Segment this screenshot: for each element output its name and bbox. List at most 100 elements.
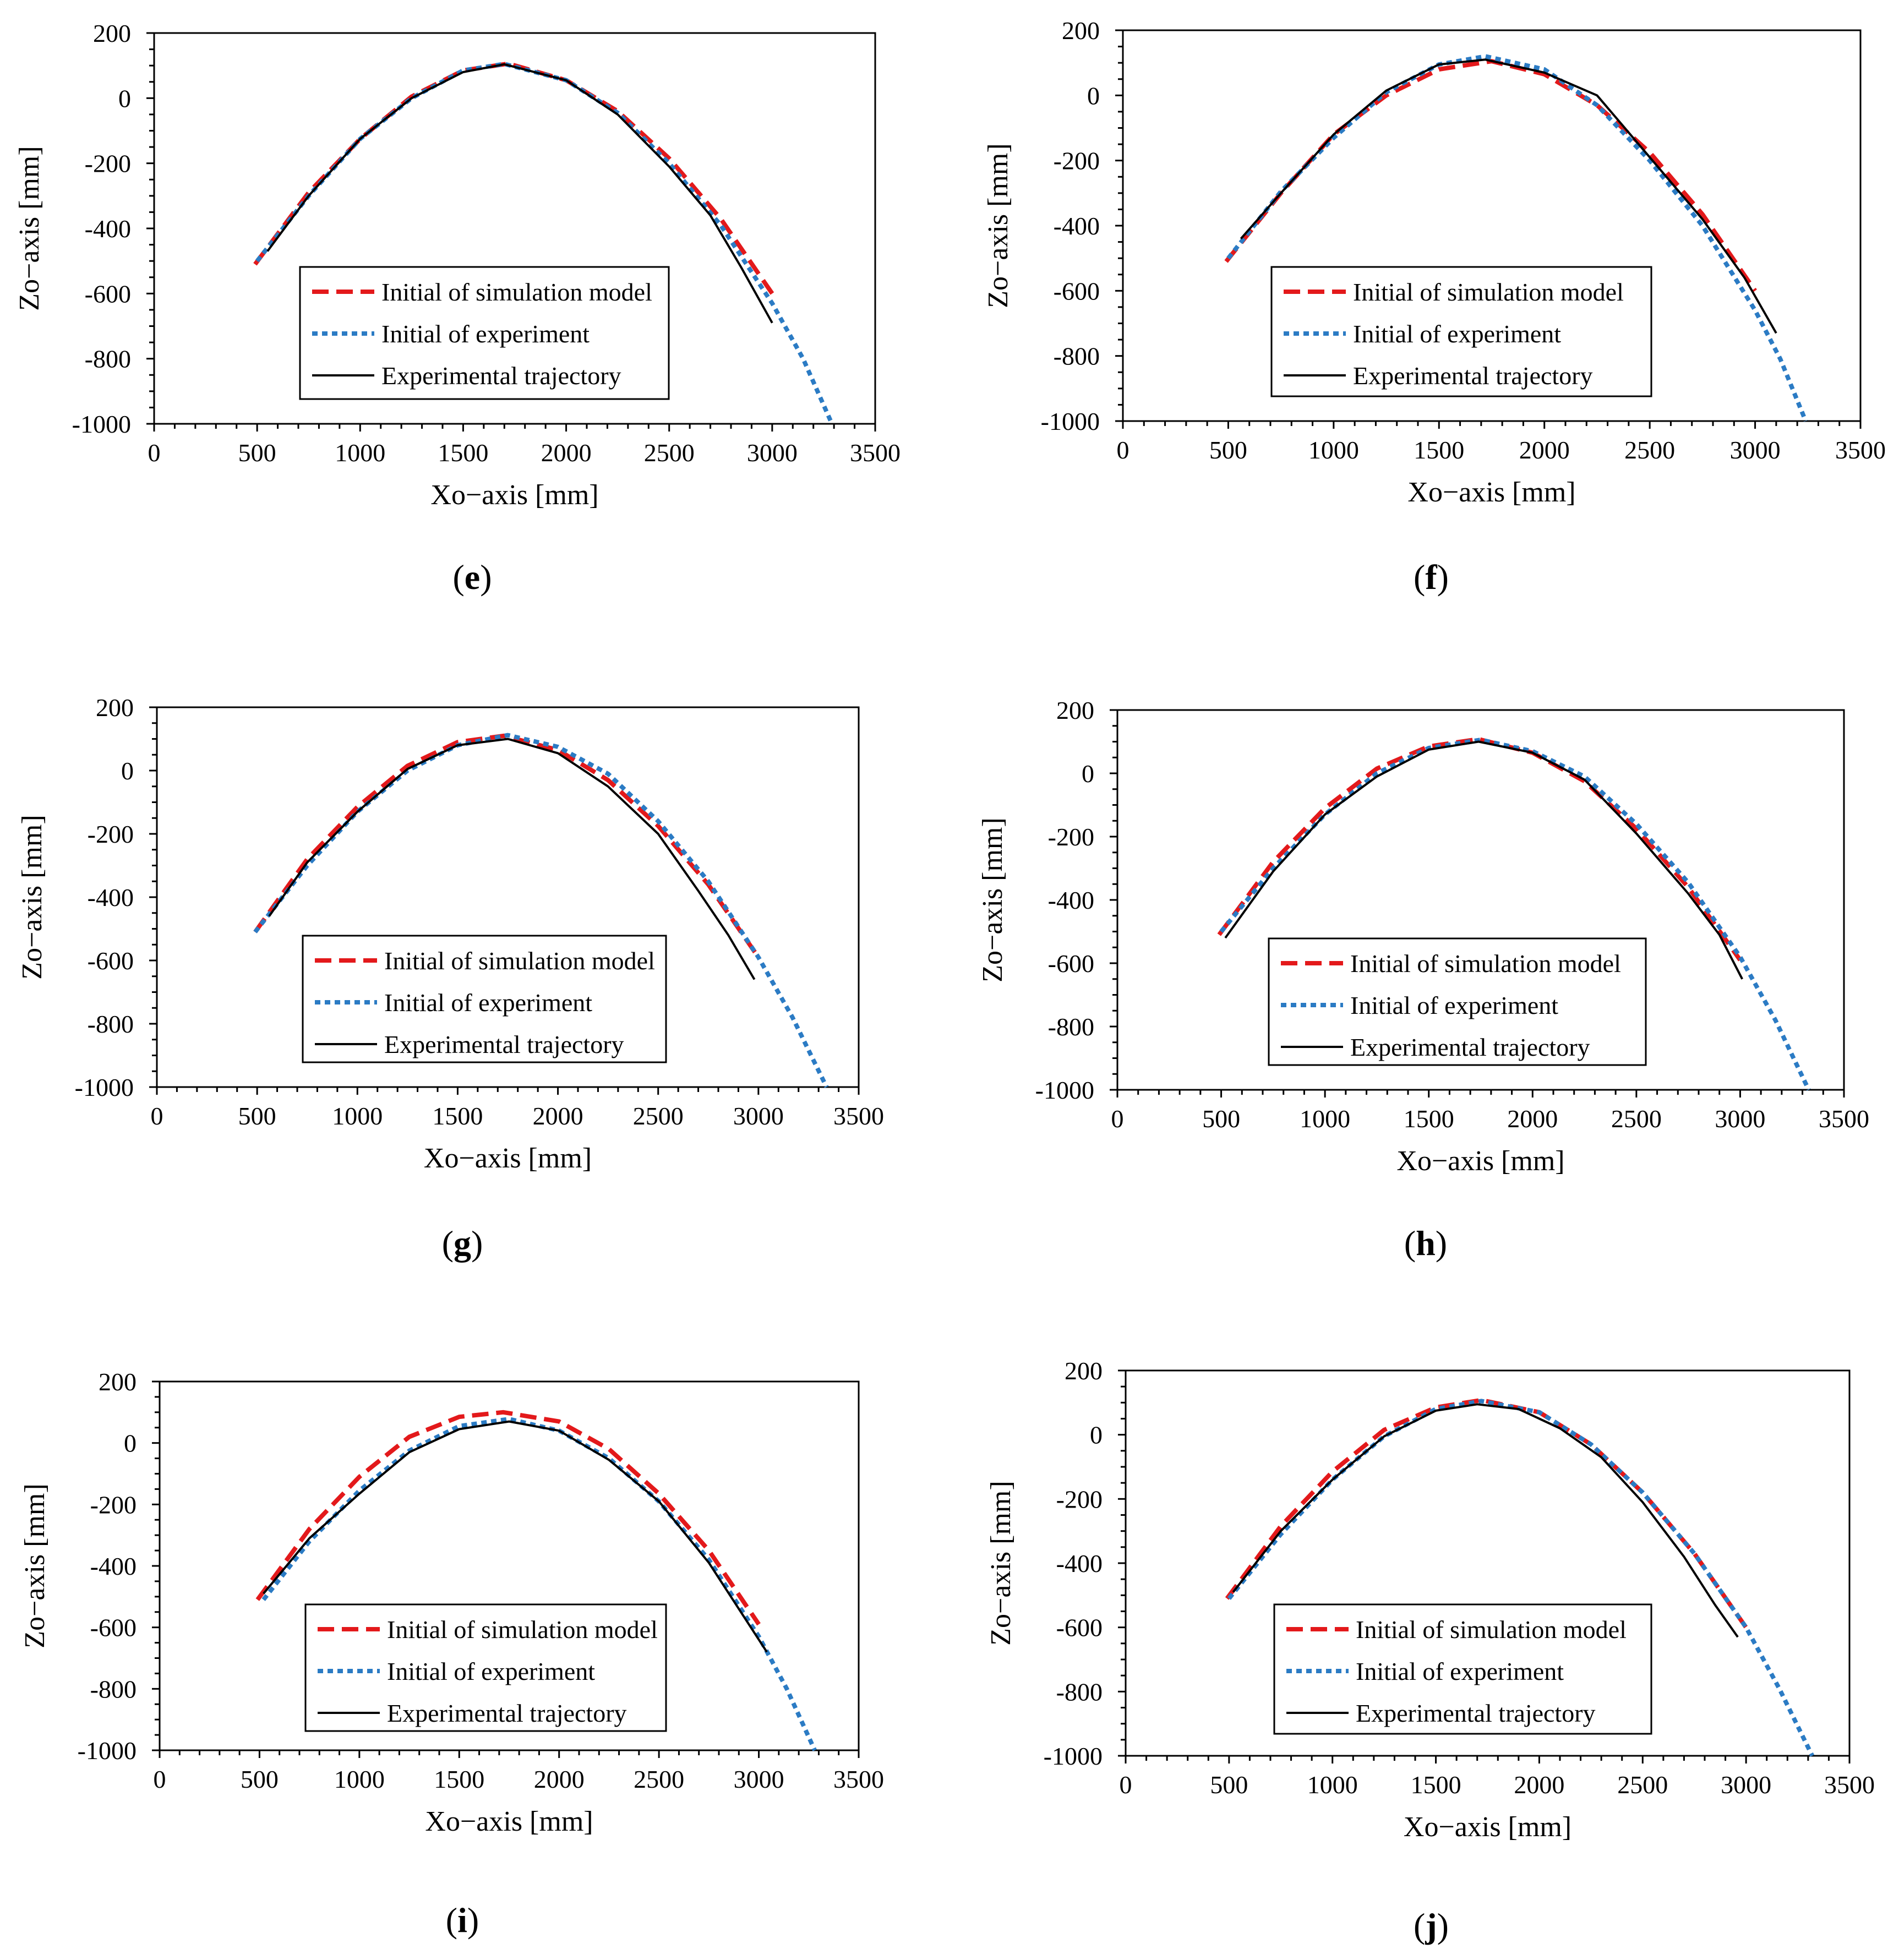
y-tick-label: 200 <box>93 19 131 47</box>
x-tick-label: 500 <box>1209 436 1247 464</box>
y-tick-label: -800 <box>1054 342 1100 370</box>
x-tick-label: 3500 <box>833 1102 884 1130</box>
x-tick-label: 3000 <box>734 1765 784 1793</box>
panel-g: 0 500 1000 1500 2000 2500 3000 3500-1000-800-60… <box>17 694 884 1263</box>
legend: Initial of simulation model Initial of ex… <box>299 266 670 400</box>
y-tick-label: -200 <box>88 820 134 848</box>
y-tick-label: 0 <box>124 1429 137 1457</box>
x-tick-label: 1000 <box>1308 436 1359 464</box>
x-tick-label: 2500 <box>1611 1105 1662 1133</box>
x-tick-label: 3500 <box>833 1765 884 1793</box>
x-axis-title: Xo−axis [mm] <box>1404 1811 1571 1843</box>
panel-label: (i) <box>446 1901 479 1940</box>
x-tick-label: 3000 <box>733 1102 784 1130</box>
x-tick-label: 1500 <box>434 1765 484 1793</box>
y-tick-label: 200 <box>99 1368 137 1396</box>
panel-label: (f) <box>1414 558 1449 597</box>
x-tick-label: 1000 <box>334 1765 385 1793</box>
x-tick-label: 2500 <box>633 1102 684 1130</box>
legend-box <box>299 266 670 400</box>
x-tick-label: 2000 <box>541 439 592 467</box>
x-tick-label: 1000 <box>335 439 385 467</box>
y-tick-label: 0 <box>1087 81 1100 110</box>
legend-label-exp: Initial of experiment <box>1350 991 1558 1019</box>
legend-label-exp: Initial of experiment <box>1356 1657 1564 1685</box>
legend-label-traj: Experimental trajectory <box>387 1699 627 1727</box>
y-tick-label: -200 <box>1056 1485 1103 1513</box>
y-tick-label: 0 <box>1090 1421 1103 1449</box>
x-tick-label: 3000 <box>1715 1105 1765 1133</box>
x-tick-label: 3000 <box>1721 1771 1771 1799</box>
x-tick-label: 0 <box>1117 436 1129 464</box>
x-tick-label: 1500 <box>1414 436 1464 464</box>
y-tick-label: -600 <box>90 1614 137 1642</box>
y-tick-label: -800 <box>85 345 131 373</box>
x-tick-label: 3500 <box>850 439 901 467</box>
series-line-sim <box>253 61 774 295</box>
y-axis-title: Zo−axis [mm] <box>985 1481 1017 1645</box>
y-tick-label: 200 <box>1065 1357 1103 1385</box>
y-axis-title: Zo−axis [mm] <box>19 1483 51 1648</box>
legend-label-exp: Initial of experiment <box>387 1657 595 1685</box>
x-tick-label: 2000 <box>1519 436 1570 464</box>
x-tick-label: 2000 <box>533 1102 583 1130</box>
series-line-traj <box>1224 740 1743 980</box>
y-axis-title: Zo−axis [mm] <box>983 143 1014 308</box>
legend: Initial of simulation model Initial of ex… <box>304 1603 667 1732</box>
legend-label-traj: Experimental trajectory <box>1353 362 1593 390</box>
y-tick-label: -800 <box>88 1010 134 1038</box>
panel-label: (h) <box>1404 1224 1447 1263</box>
y-tick-label: -400 <box>88 883 134 911</box>
x-tick-label: 0 <box>148 439 161 467</box>
legend-label-sim: Initial of simulation model <box>1350 949 1621 978</box>
y-tick-label: -400 <box>1048 886 1094 914</box>
x-axis-title: Xo−axis [mm] <box>1407 477 1575 508</box>
x-tick-label: 1000 <box>1300 1105 1350 1133</box>
y-tick-label: -400 <box>1054 212 1100 240</box>
y-axis-title: Zo−axis [mm] <box>977 817 1008 982</box>
series-line-traj <box>268 738 756 980</box>
x-tick-label: 3500 <box>1835 436 1886 464</box>
y-tick-label: -800 <box>90 1675 137 1703</box>
y-tick-label: -800 <box>1048 1013 1094 1041</box>
x-tick-label: 3000 <box>747 439 798 467</box>
x-tick-label: 2000 <box>1514 1771 1564 1799</box>
x-tick-label: 2500 <box>1624 436 1675 464</box>
y-tick-label: -200 <box>1054 147 1100 175</box>
series-line-traj <box>1240 58 1777 334</box>
x-tick-label: 2500 <box>1617 1771 1668 1799</box>
y-tick-label: -200 <box>1048 823 1094 851</box>
x-tick-label: 2500 <box>644 439 695 467</box>
y-tick-label: -600 <box>1056 1614 1103 1642</box>
y-tick-label: -600 <box>88 947 134 975</box>
series-line-traj <box>1232 1403 1739 1638</box>
y-tick-label: -1000 <box>1041 407 1100 435</box>
x-tick-label: 3500 <box>1824 1771 1875 1799</box>
legend-label-traj: Experimental trajectory <box>1350 1033 1590 1061</box>
y-tick-label: -400 <box>90 1552 137 1580</box>
x-tick-label: 0 <box>151 1102 163 1130</box>
x-tick-label: 1500 <box>432 1102 483 1130</box>
panel-letter: i <box>457 1901 467 1940</box>
series-line-sim <box>1224 59 1757 292</box>
y-tick-label: -400 <box>85 215 131 243</box>
legend: Initial of simulation model Initial of ex… <box>1270 266 1652 397</box>
series-line-exp <box>1226 54 1808 422</box>
x-tick-label: 1500 <box>1404 1105 1454 1133</box>
x-axis-title: Xo−axis [mm] <box>425 1806 593 1837</box>
series-line-exp <box>1227 1399 1814 1757</box>
panel-h: 0 500 1000 1500 2000 2500 3000 3500-1000-800-60… <box>977 696 1869 1263</box>
legend: Initial of simulation model Initial of ex… <box>302 935 667 1063</box>
x-tick-label: 2000 <box>1507 1105 1558 1133</box>
y-tick-label: -800 <box>1056 1678 1103 1706</box>
x-axis-title: Xo−axis [mm] <box>430 479 598 511</box>
series-line-traj <box>263 1420 768 1653</box>
legend-label-exp: Initial of experiment <box>384 989 592 1017</box>
y-tick-label: -400 <box>1056 1549 1103 1577</box>
x-tick-label: 0 <box>1111 1105 1124 1133</box>
panel-letter: e <box>465 558 480 597</box>
legend-label-traj: Experimental trajectory <box>384 1030 624 1058</box>
x-tick-label: 500 <box>241 1765 279 1793</box>
series-line-sim <box>255 1410 761 1626</box>
series-line-sim <box>1225 1397 1748 1629</box>
